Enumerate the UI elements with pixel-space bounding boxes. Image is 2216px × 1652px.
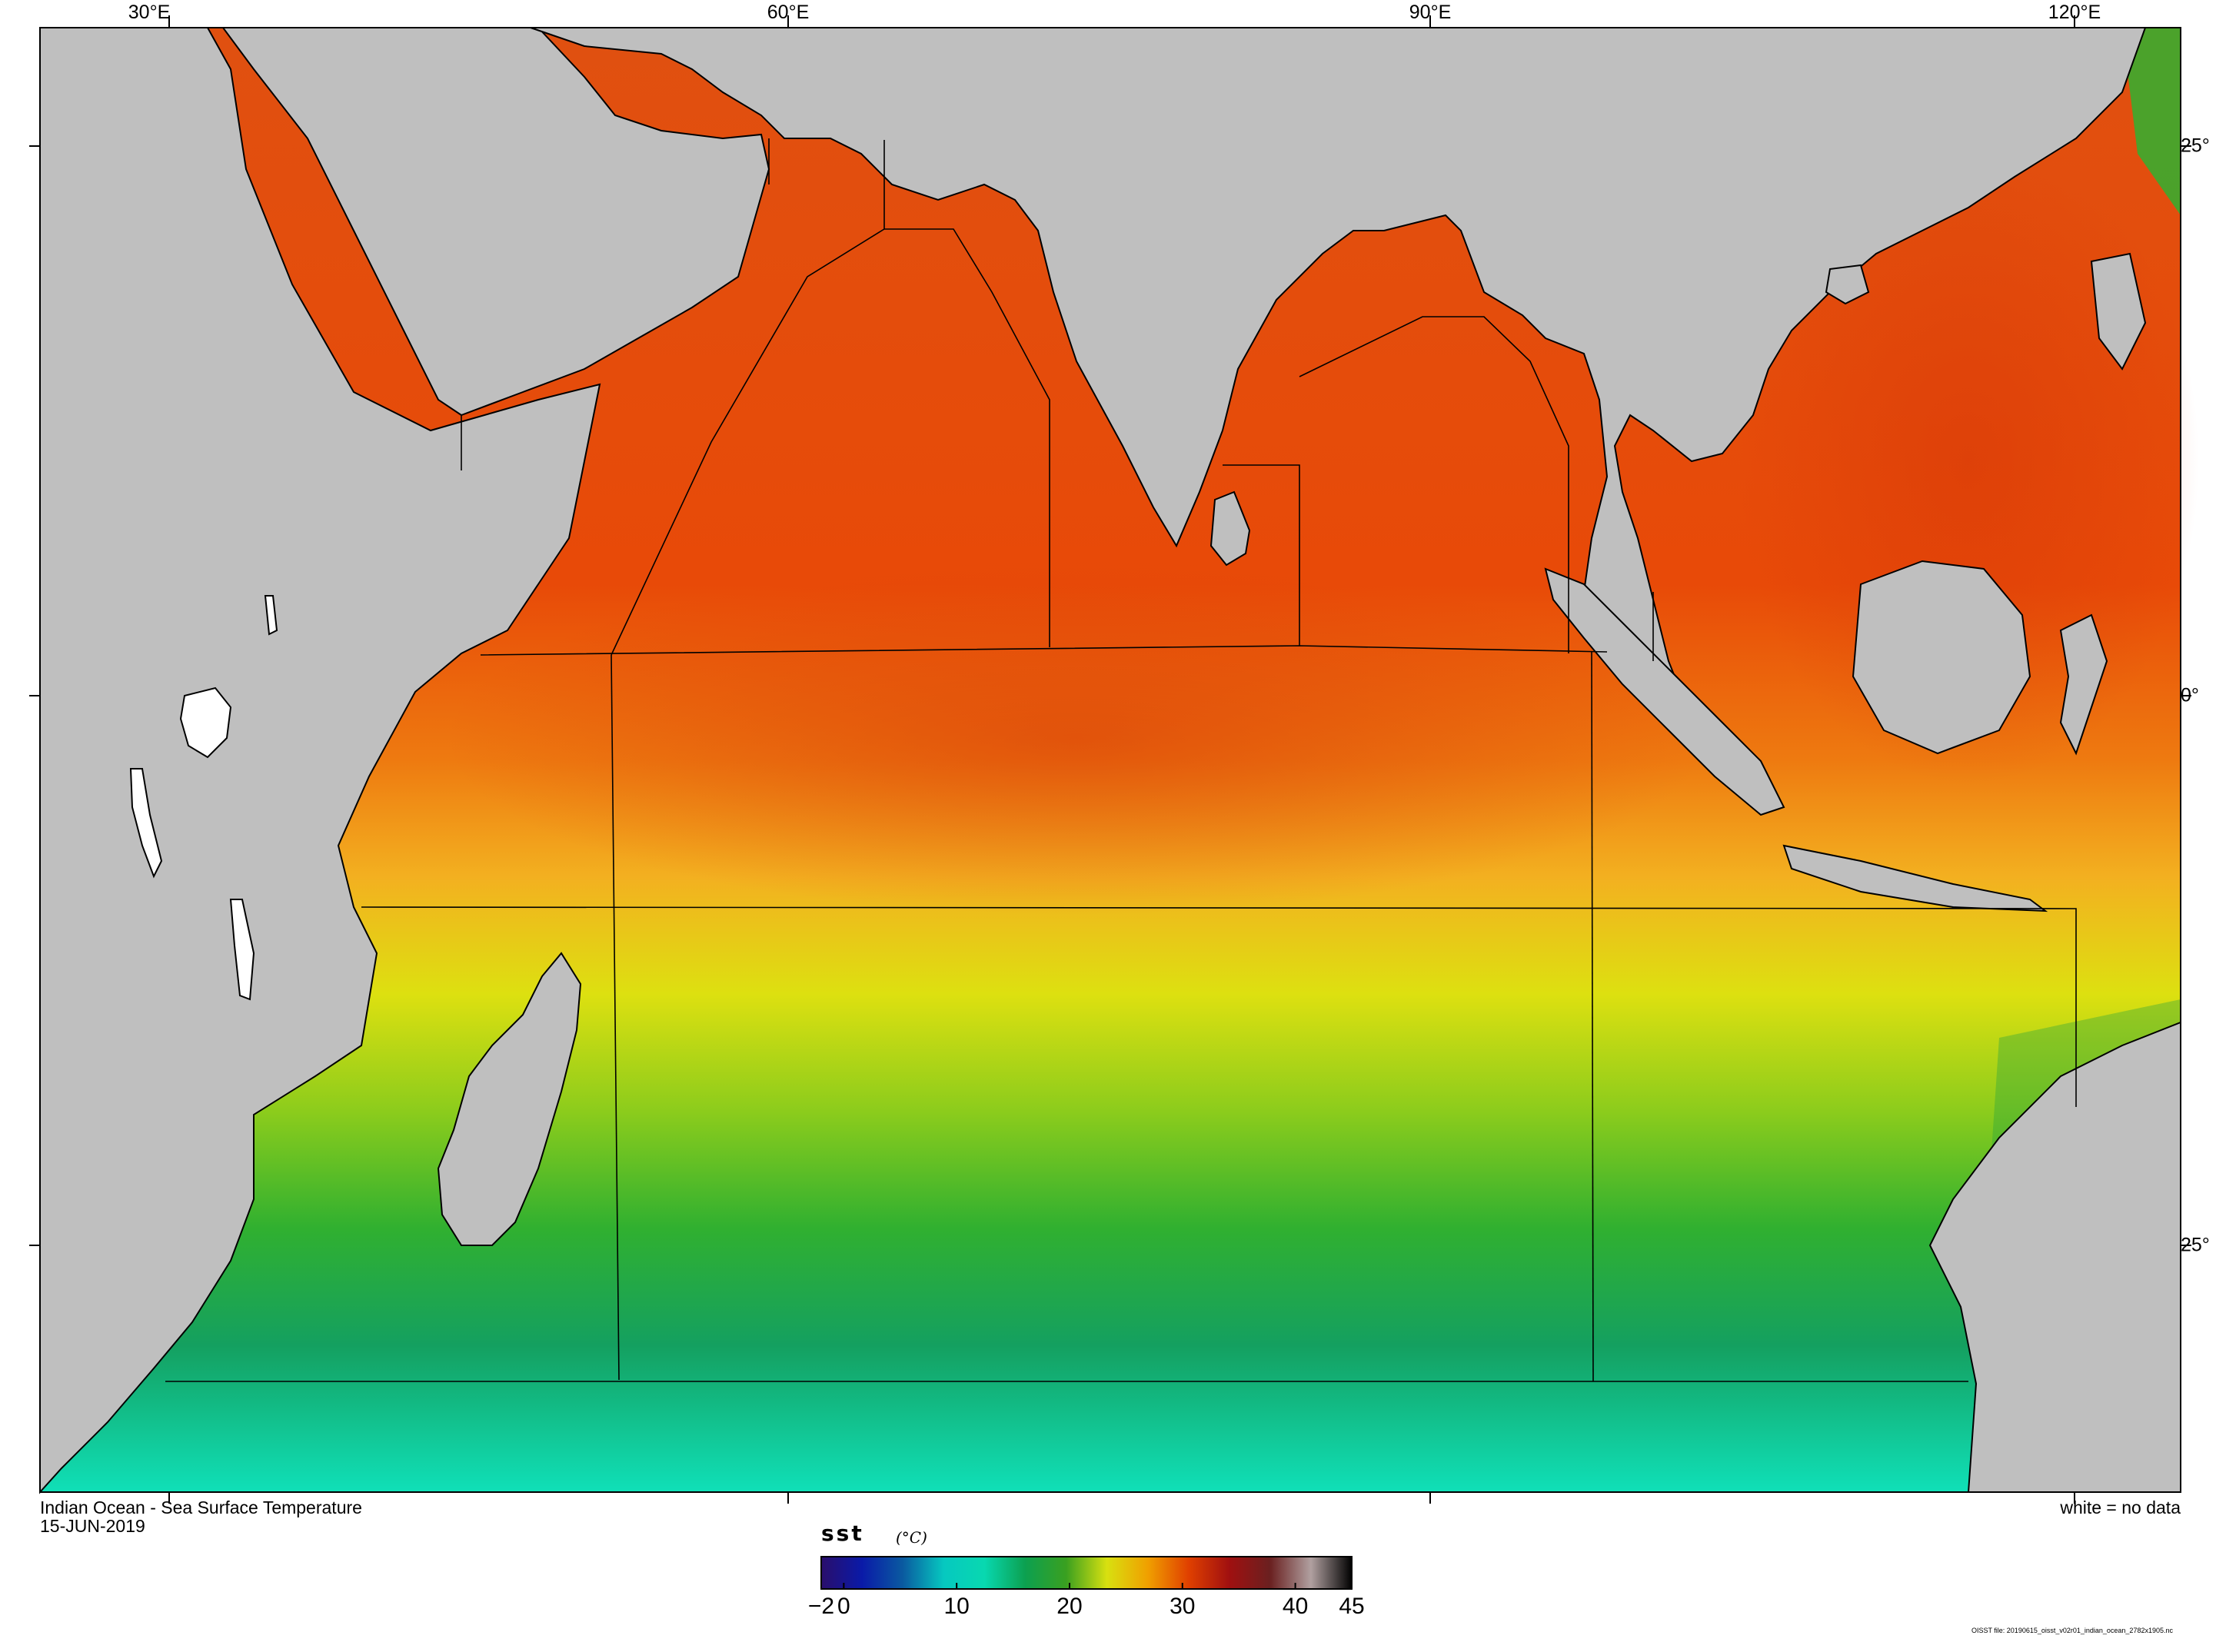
lat-label-25s: 25° <box>2181 1234 2210 1256</box>
lat-label-0: 0° <box>2181 684 2199 706</box>
colorbar-tick-label: 20 <box>1056 1594 1083 1619</box>
land <box>39 27 2181 1494</box>
map-frame <box>39 27 2181 1493</box>
philippines <box>2090 252 2147 371</box>
africa-landmass <box>39 27 601 1494</box>
colorbar-tick-label: 0 <box>837 1594 850 1619</box>
region-boundaries <box>165 138 2077 1382</box>
lake-victoria <box>179 686 232 759</box>
colorbar-variable: sst <box>821 1521 864 1546</box>
hainan <box>1825 264 1870 305</box>
sri-lanka <box>1209 490 1251 567</box>
colorbar-gradient <box>820 1556 1353 1590</box>
axis-ticks <box>29 15 2191 1504</box>
warm-pool <box>446 561 1707 915</box>
sulawesi <box>2059 613 2108 756</box>
map-title: Indian Ocean - Sea Surface Temperature <box>40 1497 362 1517</box>
colorbar-tick-label: −2 <box>807 1594 835 1619</box>
map-date: 15-JUN-2019 <box>40 1516 145 1536</box>
file-note: OISST file: 20190615_oisst_v02r01_indian… <box>1971 1627 2173 1634</box>
no-data-areas <box>129 595 278 1001</box>
colorbar <box>820 1556 1353 1590</box>
colorbar-tick-label: 45 <box>1339 1594 1365 1619</box>
lat-label-25n: 25° <box>2181 135 2210 157</box>
java <box>1782 844 2048 912</box>
lake-malawi <box>229 899 255 1001</box>
lon-label-120e: 120°E <box>2048 2 2101 23</box>
lon-label-30e: 30°E <box>128 2 171 23</box>
arabia-landmass <box>221 27 770 417</box>
lon-label-90e: 90°E <box>1409 2 1452 23</box>
asia-landmass <box>530 27 2147 709</box>
lake-turkana <box>264 595 278 636</box>
colorbar-units: (°C) <box>896 1528 927 1547</box>
australia <box>1928 1021 2181 1493</box>
colorbar-tick-label: 10 <box>943 1594 970 1619</box>
sumatra <box>1544 567 1785 816</box>
madagascar <box>437 952 582 1246</box>
colorbar-tick-label: 40 <box>1282 1594 1309 1619</box>
no-data-note: white = no data <box>2060 1497 2181 1517</box>
colorbar-tick-label: 30 <box>1170 1594 1196 1619</box>
lake-tanganyika <box>129 768 163 879</box>
lon-label-60e: 60°E <box>767 2 810 23</box>
borneo <box>1852 560 2031 755</box>
